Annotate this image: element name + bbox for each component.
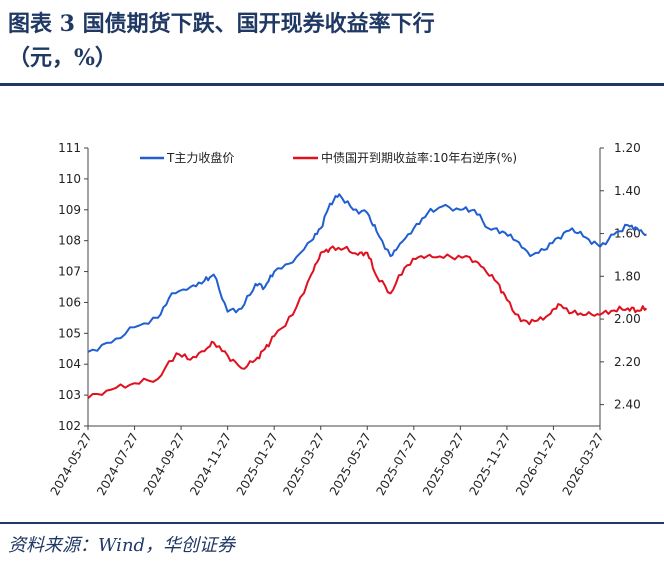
right-axis-ticks: 1.201.401.601.802.002.202.40	[600, 141, 641, 412]
chart-axes	[87, 148, 601, 427]
x-tick-label: 2025-07-27	[373, 431, 420, 498]
right-tick-label: 2.40	[614, 398, 641, 412]
x-tick-label: 2024-11-27	[187, 431, 234, 498]
legend-label-t-futures: T主力收盘价	[166, 150, 234, 165]
page-subtitle-units: （元，%）	[8, 45, 117, 71]
x-tick-label: 2025-03-27	[280, 431, 327, 498]
x-tick-label: 2025-09-27	[420, 431, 467, 498]
right-tick-label: 1.20	[614, 141, 641, 155]
right-tick-label: 1.40	[614, 184, 641, 198]
series-line-cdb-yield	[87, 245, 648, 399]
x-tick-label: 2025-05-27	[327, 431, 374, 498]
footer-rule	[0, 522, 664, 524]
left-tick-label: 105	[58, 326, 81, 340]
x-tick-label: 2024-05-27	[48, 431, 95, 498]
left-tick-label: 109	[58, 203, 81, 217]
left-tick-label: 110	[58, 172, 81, 186]
x-tick-label: 2026-01-27	[513, 431, 560, 498]
right-tick-label: 2.20	[614, 355, 641, 369]
page-title: 图表 3 国债期货下跌、国开现券收益率下行	[8, 11, 435, 37]
x-tick-label: 2026-03-27	[560, 431, 607, 498]
series-lines	[87, 193, 648, 399]
left-tick-label: 106	[58, 295, 81, 309]
left-tick-label: 103	[58, 388, 81, 402]
legend: T主力收盘价 中债国开到期收益率:10年右逆序(%)	[140, 150, 517, 165]
x-tick-label: 2025-11-27	[467, 430, 514, 497]
header-rule	[0, 83, 664, 86]
x-axis-ticks: 2024-05-27 2024-07-27 2024-09-27 2024-11-27…	[48, 426, 607, 498]
series-line-t-futures	[87, 193, 647, 353]
left-tick-label: 111	[58, 141, 81, 155]
right-tick-label: 2.00	[614, 312, 641, 326]
right-tick-label: 1.80	[614, 269, 641, 283]
left-axis-ticks: 102 103 104 105 106 107 108 109 110 111	[58, 141, 88, 433]
x-tick-label: 2024-07-27	[94, 431, 141, 498]
source-note: 资料来源：Wind，华创证券	[8, 535, 236, 556]
left-tick-label: 102	[58, 419, 81, 433]
left-tick-label: 108	[58, 234, 81, 248]
legend-label-cdb-yield: 中债国开到期收益率:10年右逆序(%)	[321, 150, 517, 165]
x-tick-label: 2025-01-27	[234, 431, 281, 498]
left-tick-label: 107	[58, 265, 81, 279]
x-tick-label: 2024-09-27	[141, 431, 188, 498]
left-tick-label: 104	[58, 357, 81, 371]
